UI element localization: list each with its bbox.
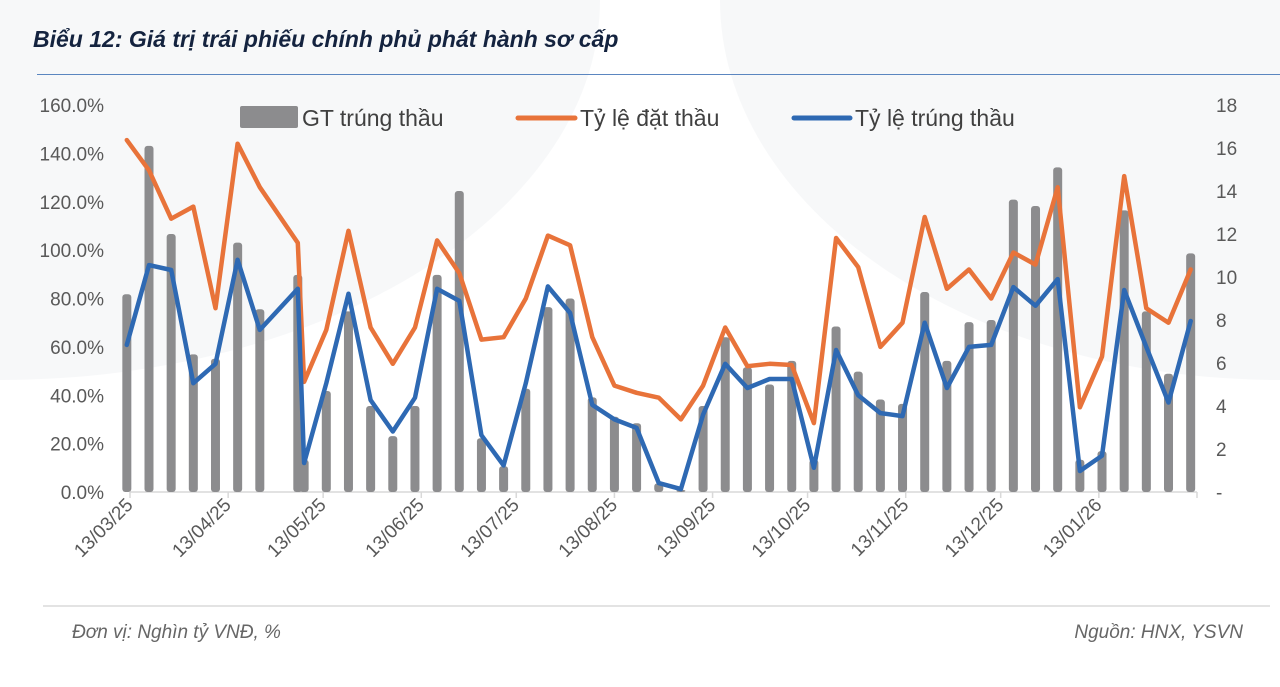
bar [233,242,243,492]
x-tick-label: 13/06/25 [362,495,429,562]
x-tick-label: 13/04/25 [169,495,236,562]
y-right-tick-label: 10 [1216,268,1237,289]
bar [343,311,353,492]
bar [321,390,331,492]
y-left-tick-label: 140.0% [40,144,105,165]
y-right-tick-label: - [1216,483,1222,504]
bar [1164,373,1174,492]
bar [122,294,132,492]
source-note: Nguồn: HNX, YSVN [1074,622,1243,643]
bar [410,406,420,492]
y-right-tick-label: 2 [1216,440,1227,461]
bar [366,406,376,492]
x-tick-label: 13/10/25 [748,495,815,562]
legend-label-blue: Tỷ lệ trúng thầu [855,105,1015,131]
x-tick-label: 13/01/26 [1039,495,1106,562]
bar [499,466,509,492]
y-right-tick-label: 18 [1216,96,1237,117]
bar [454,191,464,492]
bar [1031,206,1041,493]
line-series [124,137,1193,492]
bar [166,234,176,492]
x-tick-label: 13/12/25 [941,495,1008,562]
x-tick-label: 13/09/25 [653,495,720,562]
bar [543,307,553,492]
bar [432,274,442,492]
y-left-tick-label: 100.0% [40,241,105,262]
y-right-tick-label: 8 [1216,311,1227,332]
legend-label-orange: Tỷ lệ đặt thầu [580,105,719,131]
bar [1186,253,1196,492]
x-tick-label: 13/03/25 [70,495,137,562]
y-right-tick-label: 14 [1216,182,1238,203]
y-left-tick-label: 80.0% [50,290,104,311]
bar [188,354,198,492]
y-left-tick-label: 20.0% [50,435,104,456]
footer-divider [43,605,1270,607]
bar [144,145,154,492]
bar [720,337,730,492]
bar [609,416,619,492]
bar [1097,451,1107,492]
y-left-tick-label: 0.0% [61,483,104,504]
y-right-tick-label: 4 [1216,397,1227,418]
bar [521,388,531,492]
bar [1053,167,1063,492]
y-right-tick-label: 16 [1216,139,1237,160]
legend-swatch-bar [240,106,298,128]
y-right-tick-label: 6 [1216,354,1227,375]
bar [964,322,974,492]
legend-label-bar: GT trúng thầu [302,105,444,131]
bar [942,360,952,492]
bar [920,292,930,492]
bar [587,397,597,492]
chart-title: Biểu 12: Giá trị trái phiếu chính phủ ph… [33,26,619,52]
bar [1008,199,1018,492]
bar-series [122,145,1196,493]
title-divider [37,74,1280,75]
bar [255,309,265,492]
bar [853,371,863,492]
bar [632,423,642,492]
x-tick-label: 13/11/25 [847,495,913,561]
bar [1119,210,1129,492]
bar [898,403,908,492]
bar [875,399,885,492]
bar [765,384,775,492]
y-right-tick-label: 12 [1216,225,1237,246]
bar [742,367,752,492]
x-tick-label: 13/07/25 [457,495,524,562]
bar [476,438,486,492]
bar [299,459,309,492]
y-left-tick-label: 60.0% [50,338,104,359]
unit-note: Đơn vị: Nghìn tỷ VNĐ, % [72,622,281,643]
y-left-tick-label: 160.0% [40,96,105,117]
legend: GT trúng thầu Tỷ lệ đặt thầu Tỷ lệ trúng… [240,105,1015,131]
x-tick-label: 13/08/25 [555,495,622,562]
bar [565,298,575,492]
bar [210,358,220,492]
x-tick-label: 13/05/25 [264,495,331,562]
y-left-tick-label: 40.0% [50,386,104,407]
bar [986,320,996,492]
y-left-tick-label: 120.0% [40,193,105,214]
bar [388,436,398,492]
